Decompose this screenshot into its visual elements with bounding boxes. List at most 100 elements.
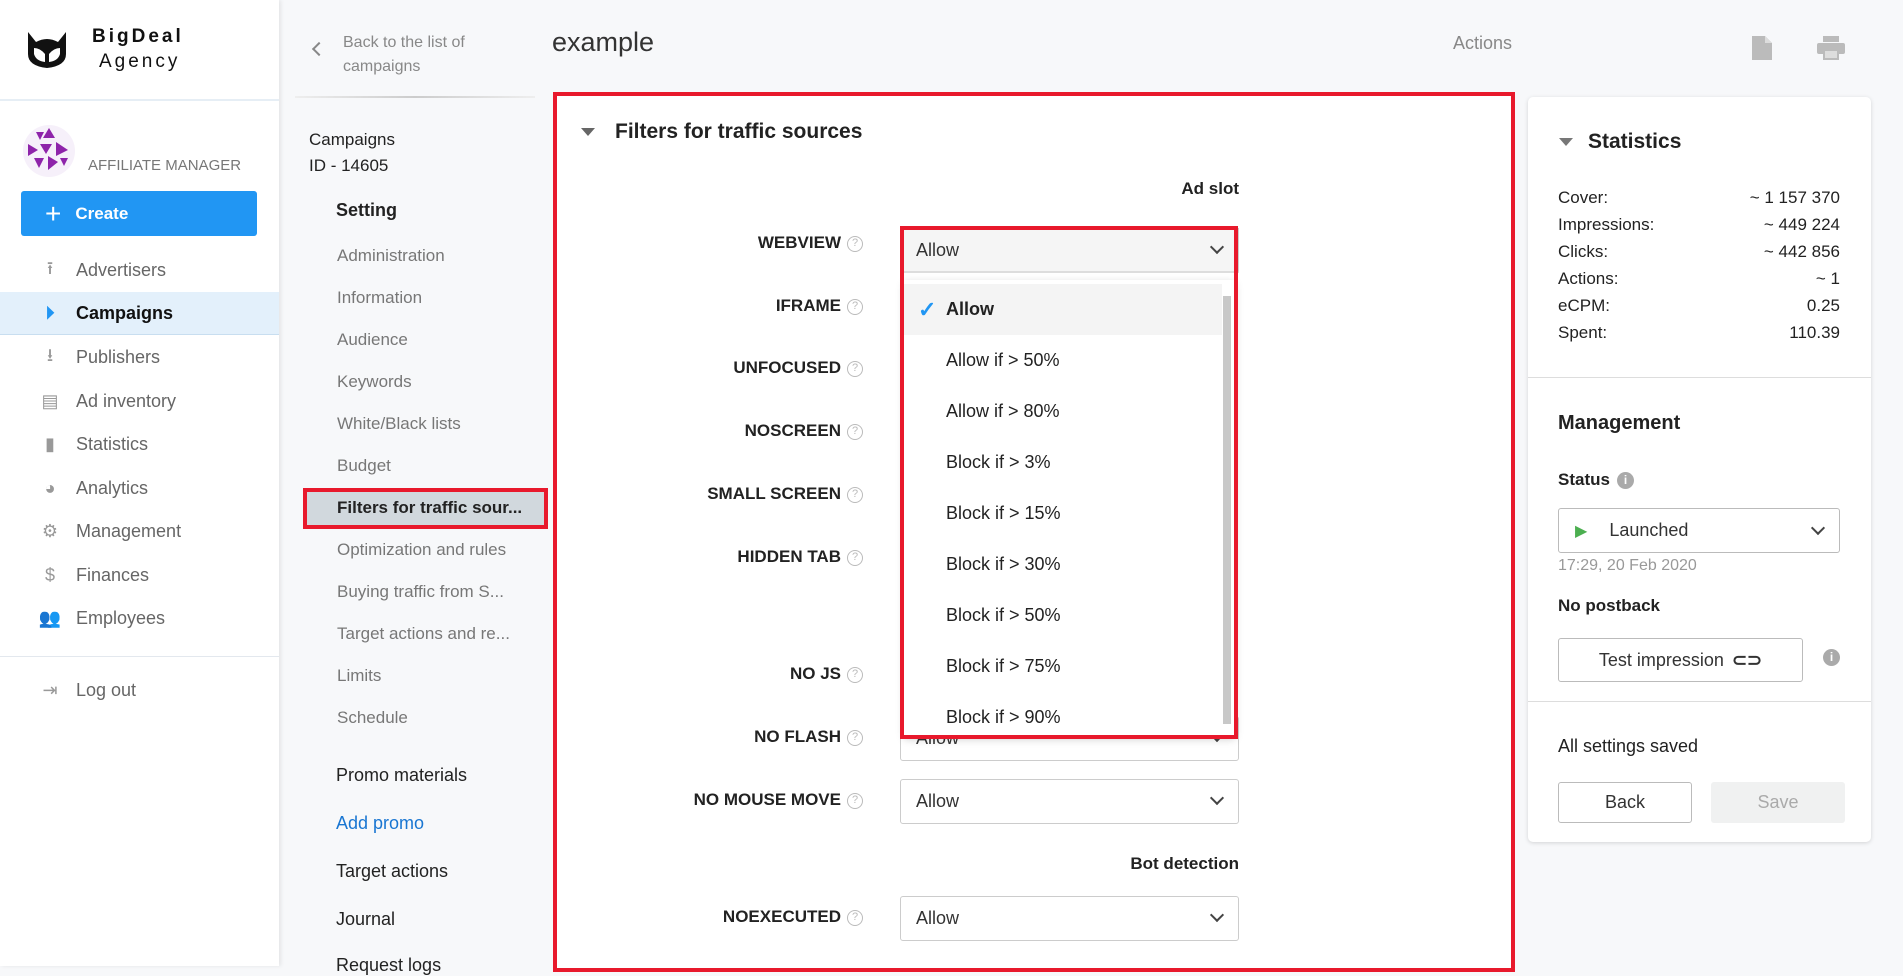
nav-statistics[interactable]: ▮ Statistics [0, 423, 279, 466]
subnav-item[interactable]: Optimization and rules [337, 540, 507, 559]
nav-finances[interactable]: $ Finances [0, 554, 279, 597]
bar-chart-icon: ▮ [45, 434, 55, 454]
help-icon[interactable]: ? [847, 667, 863, 683]
subnav-item[interactable]: White/Black lists [337, 414, 461, 433]
status-timestamp: 17:29, 20 Feb 2020 [1558, 557, 1697, 574]
brand-logo-icon [28, 32, 66, 68]
filter-label: NO MOUSE MOVE [693, 790, 841, 809]
add-promo-link[interactable]: Add promo [336, 813, 425, 833]
collapse-triangle-icon[interactable] [1559, 138, 1573, 146]
help-icon[interactable]: ? [847, 550, 863, 566]
subnav-item[interactable]: Target actions and re... [337, 624, 510, 643]
gear-box-icon: ⚙ [41, 521, 59, 541]
setting-heading: Setting [336, 200, 397, 220]
help-icon[interactable]: ? [847, 299, 863, 315]
document-icon[interactable] [1751, 35, 1773, 61]
stat-row: Spent: 110.39 [1558, 323, 1840, 342]
dropdown-option[interactable]: Block if > 90% [946, 707, 1061, 727]
dropdown-option[interactable]: Block if > 15% [946, 503, 1061, 523]
nav-ad-inventory[interactable]: ▤ Ad inventory [0, 380, 279, 423]
help-icon[interactable]: ? [847, 910, 863, 926]
subnav-item[interactable]: Keywords [337, 372, 412, 391]
back-button[interactable]: Back [1558, 782, 1692, 823]
chevron-down-icon [1209, 907, 1225, 923]
nav-management[interactable]: ⚙ Management [0, 510, 279, 553]
avatar [23, 125, 75, 177]
filter-select[interactable]: Allow [900, 779, 1239, 824]
dropdown-option[interactable]: Block if > 30% [946, 554, 1061, 574]
stat-row: Cover: ~ 1 157 370 [1558, 188, 1840, 207]
stat-row: eCPM: 0.25 [1558, 296, 1840, 315]
campaign-info: Campaigns ID - 14605 [309, 130, 395, 175]
save-button[interactable]: Save [1711, 782, 1845, 823]
help-icon[interactable]: ? [847, 236, 863, 252]
logout-link[interactable]: ⇥ Log out [0, 669, 279, 712]
subnav-item[interactable]: Administration [337, 246, 445, 265]
subnav-target-actions[interactable]: Target actions [336, 861, 449, 881]
dropdown-option[interactable]: Block if > 3% [946, 452, 1051, 472]
highlight-box [303, 488, 548, 529]
stat-row: Actions: ~ 1 [1558, 269, 1840, 288]
filters-title: Filters for traffic sources [615, 120, 863, 143]
role-label: AFFILIATE MANAGER [88, 157, 242, 174]
subnav-journal[interactable]: Journal [336, 909, 396, 929]
dropdown-option[interactable]: Block if > 75% [946, 656, 1061, 676]
info-icon[interactable]: i [1617, 472, 1634, 489]
help-icon[interactable]: ? [847, 793, 863, 809]
actions-link[interactable]: Actions [1453, 33, 1513, 53]
highlight-box [900, 226, 1238, 739]
nav-advertisers[interactable]: ⭱ Advertisers [0, 249, 279, 292]
nav-publishers[interactable]: ⭳ Publishers [0, 336, 279, 379]
filter-label: NO JS [789, 664, 841, 683]
back-to-campaigns-link[interactable]: Back to the list of campaigns [343, 34, 465, 75]
subnav-item[interactable]: Limits [337, 666, 382, 685]
help-icon[interactable]: ? [847, 361, 863, 377]
filter-label: SMALL SCREEN [707, 484, 841, 503]
link-icon: ⊂⊃ [1731, 649, 1763, 670]
filter-select[interactable]: Allow [900, 896, 1239, 941]
dropdown-scrollbar[interactable] [1223, 296, 1231, 724]
subnav-item[interactable]: Buying traffic from S... [337, 582, 504, 601]
print-icon[interactable] [1817, 36, 1845, 60]
help-icon[interactable]: ? [847, 424, 863, 440]
chevron-left-icon[interactable] [311, 41, 327, 57]
dropdown-option[interactable]: Allow if > 50% [946, 350, 1060, 370]
create-button[interactable]: + Create [21, 191, 257, 236]
filter-label: NO FLASH [754, 727, 841, 746]
ad-slot-heading: Ad slot [1181, 179, 1239, 198]
nav-employees[interactable]: 👥 Employees [38, 608, 166, 628]
chevron-down-icon [1810, 520, 1826, 536]
subnav-item[interactable]: Filters for traffic sour... [337, 498, 523, 517]
stat-row: Impressions: ~ 449 224 [1558, 215, 1840, 234]
dropdown-option[interactable]: Block if > 50% [946, 605, 1061, 625]
filter-label: NOSCREEN [744, 421, 841, 440]
save-status: All settings saved [1558, 736, 1699, 756]
dropdown-option[interactable]: Allow if > 80% [946, 401, 1060, 421]
info-icon[interactable]: i [1823, 649, 1840, 666]
help-icon[interactable]: ? [847, 487, 863, 503]
logout-icon: ⇥ [42, 680, 58, 700]
filter-label: NOEXECUTED [722, 907, 841, 926]
subnav-promo-materials[interactable]: Promo materials [336, 765, 468, 785]
subnav-item[interactable]: Budget [337, 456, 391, 475]
bot-detection-heading: Bot detection [1130, 854, 1239, 873]
subnav-item[interactable]: Audience [337, 330, 408, 349]
check-icon: ✓ [918, 296, 937, 322]
dropdown-list [904, 280, 1235, 736]
play-circle-icon: ⏵ [45, 302, 55, 323]
dropdown-option[interactable]: ✓ Allow [904, 284, 1222, 335]
subnav-item[interactable]: Information [337, 288, 423, 307]
help-icon[interactable]: ? [847, 730, 863, 746]
status-select[interactable]: ▶ Launched [1558, 508, 1840, 553]
test-impression-button[interactable]: Test impression ⊂⊃ [1558, 638, 1803, 682]
status-label: Status [1558, 470, 1610, 489]
stat-row: Clicks: ~ 442 856 [1558, 242, 1840, 261]
management-title: Management [1558, 412, 1681, 434]
sidebar: BigDeal Agency AFFILIATE MANAGER + Create … [0, 0, 279, 966]
filter-label: UNFOCUSED [733, 358, 841, 377]
nav-campaigns[interactable]: ⏵ Campaigns [0, 292, 279, 335]
subnav-item[interactable]: Schedule [337, 708, 408, 727]
nav-analytics[interactable]: ◕ Analytics [0, 467, 279, 510]
people-icon: 👥 [38, 608, 62, 628]
collapse-triangle-icon[interactable] [581, 128, 595, 136]
